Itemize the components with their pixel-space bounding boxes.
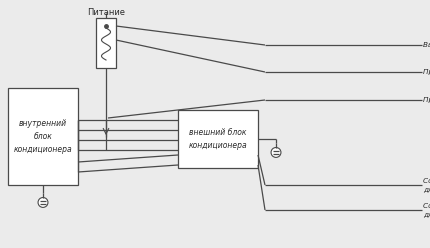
Bar bbox=[96, 18, 116, 68]
Text: Провод питания (внешний блок): Провод питания (внешний блок) bbox=[423, 96, 430, 104]
Bar bbox=[178, 110, 258, 168]
Circle shape bbox=[271, 148, 281, 157]
Bar bbox=[8, 88, 78, 185]
Circle shape bbox=[38, 197, 48, 207]
Text: внутренний
блок
кондиционера: внутренний блок кондиционера bbox=[14, 120, 72, 154]
Text: Питание: Питание bbox=[87, 8, 125, 17]
Text: Выключатель / предохранитель: Выключатель / предохранитель bbox=[423, 42, 430, 48]
Text: Провод питания (внутренний блок): Провод питания (внутренний блок) bbox=[423, 68, 430, 76]
Text: Соединительный провод
для высоковольтного сигнала: Соединительный провод для высоковольтног… bbox=[423, 203, 430, 217]
Text: Соединительный провод
для низковольтного сигнала: Соединительный провод для низковольтного… bbox=[423, 178, 430, 192]
Text: внешний блок
кондиционера: внешний блок кондиционера bbox=[189, 128, 247, 150]
